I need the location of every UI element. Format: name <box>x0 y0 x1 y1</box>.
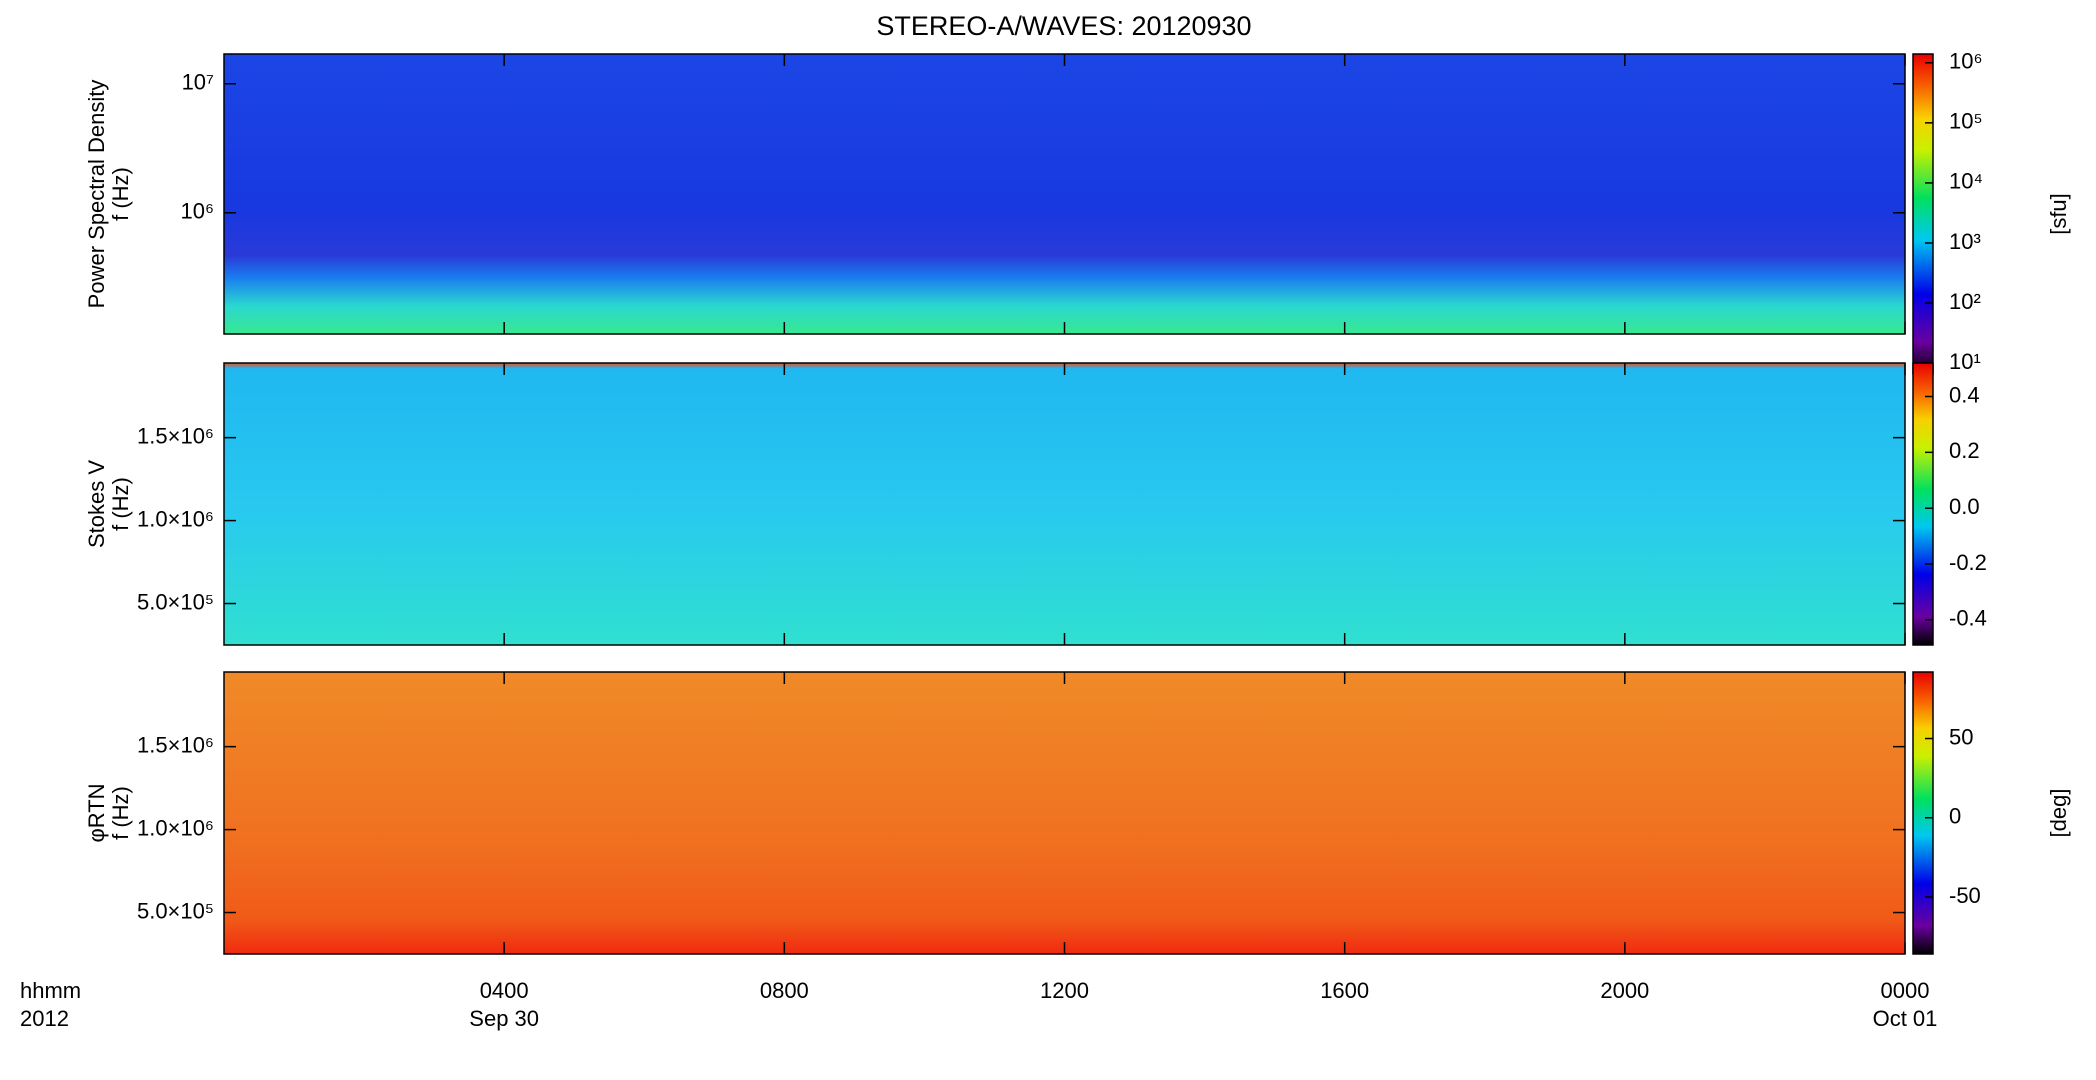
y-tick-label: 10⁶ <box>180 199 214 224</box>
colorbar-label: [sfu] <box>2046 193 2071 235</box>
colorbar-tick-label: 10⁴ <box>1949 169 1983 194</box>
colorbar-tick-label: 0 <box>1949 804 1961 829</box>
x-tick-label: 1600 <box>1320 978 1369 1003</box>
colorbar-tick-label: 0.2 <box>1949 438 1980 463</box>
x-axis-label: hhmm <box>20 978 81 1003</box>
colorbar-tick-label: 10³ <box>1949 229 1981 254</box>
x-date-label: Sep 30 <box>469 1006 539 1031</box>
colorbar-tick-label: 50 <box>1949 724 1973 749</box>
x-date-label: Oct 01 <box>1873 1006 1938 1031</box>
x-tick-label: 0800 <box>760 978 809 1003</box>
x-tick-label: 0000 <box>1881 978 1930 1003</box>
colorbar-tick-label: -0.4 <box>1949 606 1987 631</box>
colorbar-tick-label: 10¹ <box>1949 349 1981 374</box>
chart-title: STEREO-A/WAVES: 20120930 <box>876 11 1251 41</box>
colorbar-tick-label: 0.4 <box>1949 382 1980 407</box>
spectrogram-image <box>224 54 1905 334</box>
colorbar <box>1912 53 1934 375</box>
y-tick-label: 1.0×10⁶ <box>137 815 214 840</box>
y-tick-label: 10⁷ <box>182 70 214 95</box>
y-tick-label: 5.0×10⁵ <box>137 898 214 923</box>
colorbar-tick-label: 10⁵ <box>1949 109 1983 134</box>
colorbar-label: [deg] <box>2046 789 2071 838</box>
y-tick-label: 1.0×10⁶ <box>137 506 214 531</box>
colorbar <box>1912 671 1934 955</box>
y-axis-label: f (Hz) <box>108 477 133 531</box>
y-axis-label: Stokes V <box>84 460 109 548</box>
colorbar-tick-label: -50 <box>1949 883 1981 908</box>
y-tick-label: 1.5×10⁶ <box>137 732 214 757</box>
y-axis-label: φRTN <box>84 783 109 842</box>
colorbar-tick-label: -0.2 <box>1949 550 1987 575</box>
x-tick-label: 2000 <box>1600 978 1649 1003</box>
colorbar <box>1912 362 1934 646</box>
colorbar-tick-label: 10² <box>1949 289 1981 314</box>
y-tick-label: 1.5×10⁶ <box>137 423 214 448</box>
spectrogram-image <box>224 672 1905 954</box>
y-axis-label: Power Spectral Density <box>84 80 109 309</box>
x-tick-label: 0400 <box>480 978 529 1003</box>
x-axis-label: 2012 <box>20 1006 69 1031</box>
y-axis-label: f (Hz) <box>108 167 133 221</box>
colorbar-tick-label: 10⁶ <box>1949 49 1983 74</box>
y-tick-label: 5.0×10⁵ <box>137 589 214 614</box>
colorbar-tick-label: 0.0 <box>1949 494 1980 519</box>
y-axis-label: f (Hz) <box>108 786 133 840</box>
x-tick-label: 1200 <box>1040 978 1089 1003</box>
spectrogram-image <box>224 363 1905 645</box>
